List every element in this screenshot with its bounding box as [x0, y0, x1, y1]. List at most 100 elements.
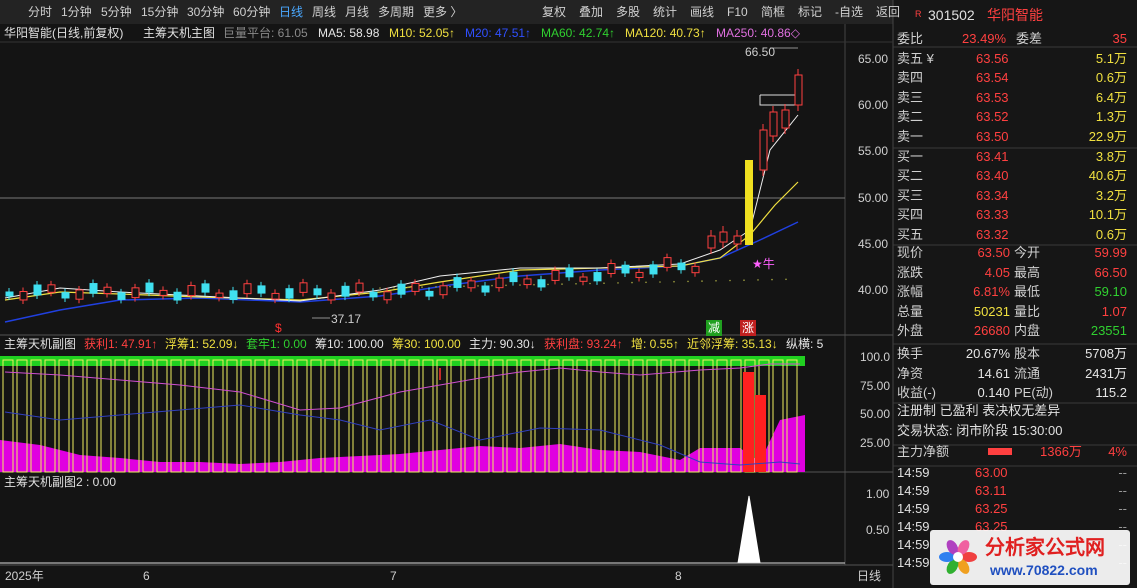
- toolbar-button[interactable]: 简框: [761, 5, 786, 19]
- candle-body: [299, 282, 308, 293]
- stat-label: 涨幅: [897, 284, 924, 300]
- chip-bar: [324, 359, 336, 473]
- sub-legend: 获利1: 47.91↑: [84, 337, 158, 351]
- sub-tick: 25.00: [860, 435, 891, 450]
- dot: [743, 279, 745, 282]
- candle-body: [285, 288, 294, 299]
- stat-value: 5708万: [1085, 346, 1127, 361]
- ma-legend: MA250: 40.86◇: [716, 26, 800, 40]
- chip-bar: [58, 359, 70, 473]
- toolbar-button[interactable]: 返回: [876, 5, 901, 19]
- sub1-bars: [2, 359, 798, 473]
- stock-title: 华阳智能(日线,前复权): [4, 26, 124, 40]
- candle-body: [103, 286, 112, 295]
- chip-bar: [492, 359, 504, 473]
- stat-label: 流通: [1014, 365, 1041, 381]
- sub-tick: 100.0: [860, 350, 891, 364]
- candle-body: [794, 74, 803, 106]
- high-label: 66.50: [745, 45, 776, 59]
- toolbar-button[interactable]: 复权: [542, 5, 567, 19]
- stat-label: 量比: [1014, 303, 1041, 319]
- chip-bar: [2, 359, 14, 473]
- order-label: 买二: [897, 168, 924, 184]
- petal: [939, 552, 955, 562]
- order-label: 卖二: [897, 109, 924, 125]
- dot: [407, 286, 409, 289]
- price-tick: 50.00: [858, 190, 889, 205]
- period-tab[interactable]: 周线: [312, 5, 337, 19]
- period-tab[interactable]: 1分钟: [61, 5, 92, 19]
- tags: 注册制 已盈利 表决权无差异: [897, 403, 1061, 418]
- signal-bull: ★牛: [752, 257, 775, 271]
- candle-body: [523, 278, 532, 286]
- period-tab[interactable]: 日线: [279, 5, 304, 19]
- candle-body: [369, 291, 378, 298]
- order-price: 63.40: [976, 168, 1009, 184]
- sub-legend: 套牢1: 0.00: [246, 337, 307, 351]
- ma20-line: [4, 221, 799, 323]
- dot: [477, 285, 479, 287]
- dot: [645, 281, 647, 284]
- stat-label: 最高: [1014, 264, 1041, 280]
- period-tab[interactable]: 15分钟: [141, 5, 179, 19]
- trade-price: 63.25: [975, 501, 1008, 516]
- order-label: 买五: [897, 226, 924, 242]
- order-volume: 3.2万: [1095, 187, 1127, 203]
- order-label: 卖一: [897, 128, 924, 144]
- chip-bar: [254, 359, 266, 473]
- dot: [659, 281, 661, 283]
- order-volume: 0.6万: [1095, 70, 1127, 86]
- order-price: 63.33: [976, 207, 1009, 223]
- candle-body: [607, 263, 616, 275]
- period-tab[interactable]: 5分钟: [101, 5, 132, 19]
- candle-body: [397, 283, 406, 295]
- toolbar-button[interactable]: F10: [727, 5, 748, 19]
- watermark-title: 分析家公式网: [985, 537, 1105, 559]
- toolbar-button[interactable]: -自选: [835, 5, 863, 19]
- period-tab[interactable]: 60分钟: [233, 5, 271, 19]
- stat-value: 20.67%: [965, 346, 1010, 361]
- dot: [435, 286, 437, 288]
- period-tab[interactable]: 多周期: [378, 5, 415, 19]
- indicator-name: 主筹天机副图: [4, 337, 77, 351]
- price-tick: 55.00: [858, 144, 889, 159]
- order-volume: 10.1万: [1088, 207, 1127, 223]
- chip-bar: [772, 359, 784, 473]
- period-tab[interactable]: 月线: [345, 5, 370, 19]
- trade-status: 交易状态: 闭市阶段 15:30:00: [897, 423, 1063, 438]
- ma-legend: MA5: 58.98: [318, 26, 380, 40]
- period-tab[interactable]: 30分钟: [187, 5, 225, 19]
- toolbar-button[interactable]: 叠加: [579, 5, 604, 19]
- order-label: 卖三: [897, 89, 924, 105]
- chip-bar: [198, 359, 210, 473]
- toolbar-button[interactable]: 画线: [690, 5, 715, 19]
- period-tab[interactable]: 更多 〉: [423, 5, 463, 19]
- net-bar: [988, 448, 1012, 455]
- chip-bar: [478, 359, 490, 473]
- period-tab[interactable]: 分时: [28, 5, 53, 19]
- sub-legend: 纵横: 5: [786, 337, 824, 351]
- candle-body: [47, 284, 56, 293]
- toolbar-button[interactable]: 标记: [798, 5, 823, 19]
- trade-time: 14:59: [897, 519, 930, 534]
- signal-reduce: 减: [706, 320, 723, 336]
- toolbar-button[interactable]: 多股: [616, 5, 641, 19]
- chip-bar: [786, 359, 798, 473]
- stat-label: PE(动): [1014, 385, 1054, 401]
- candle-body: [159, 289, 168, 296]
- value: 23.49%: [962, 31, 1007, 46]
- chip-bar: [394, 359, 406, 473]
- candle-body: [759, 129, 768, 171]
- candle-body: [271, 292, 280, 300]
- sub-legend: 近邻浮筹: 35.13↓: [687, 337, 778, 351]
- chip-bar: [226, 359, 238, 473]
- candle-body: [565, 267, 574, 278]
- trade-volume: --: [1118, 501, 1127, 516]
- label: 委差: [1016, 31, 1043, 46]
- center: [953, 552, 963, 562]
- chip-bar: [618, 359, 630, 473]
- trade-time: 14:59: [897, 465, 930, 480]
- toolbar-button[interactable]: 统计: [653, 5, 678, 19]
- stat-label: 内盘: [1014, 323, 1041, 339]
- order-price: 63.54: [976, 70, 1009, 86]
